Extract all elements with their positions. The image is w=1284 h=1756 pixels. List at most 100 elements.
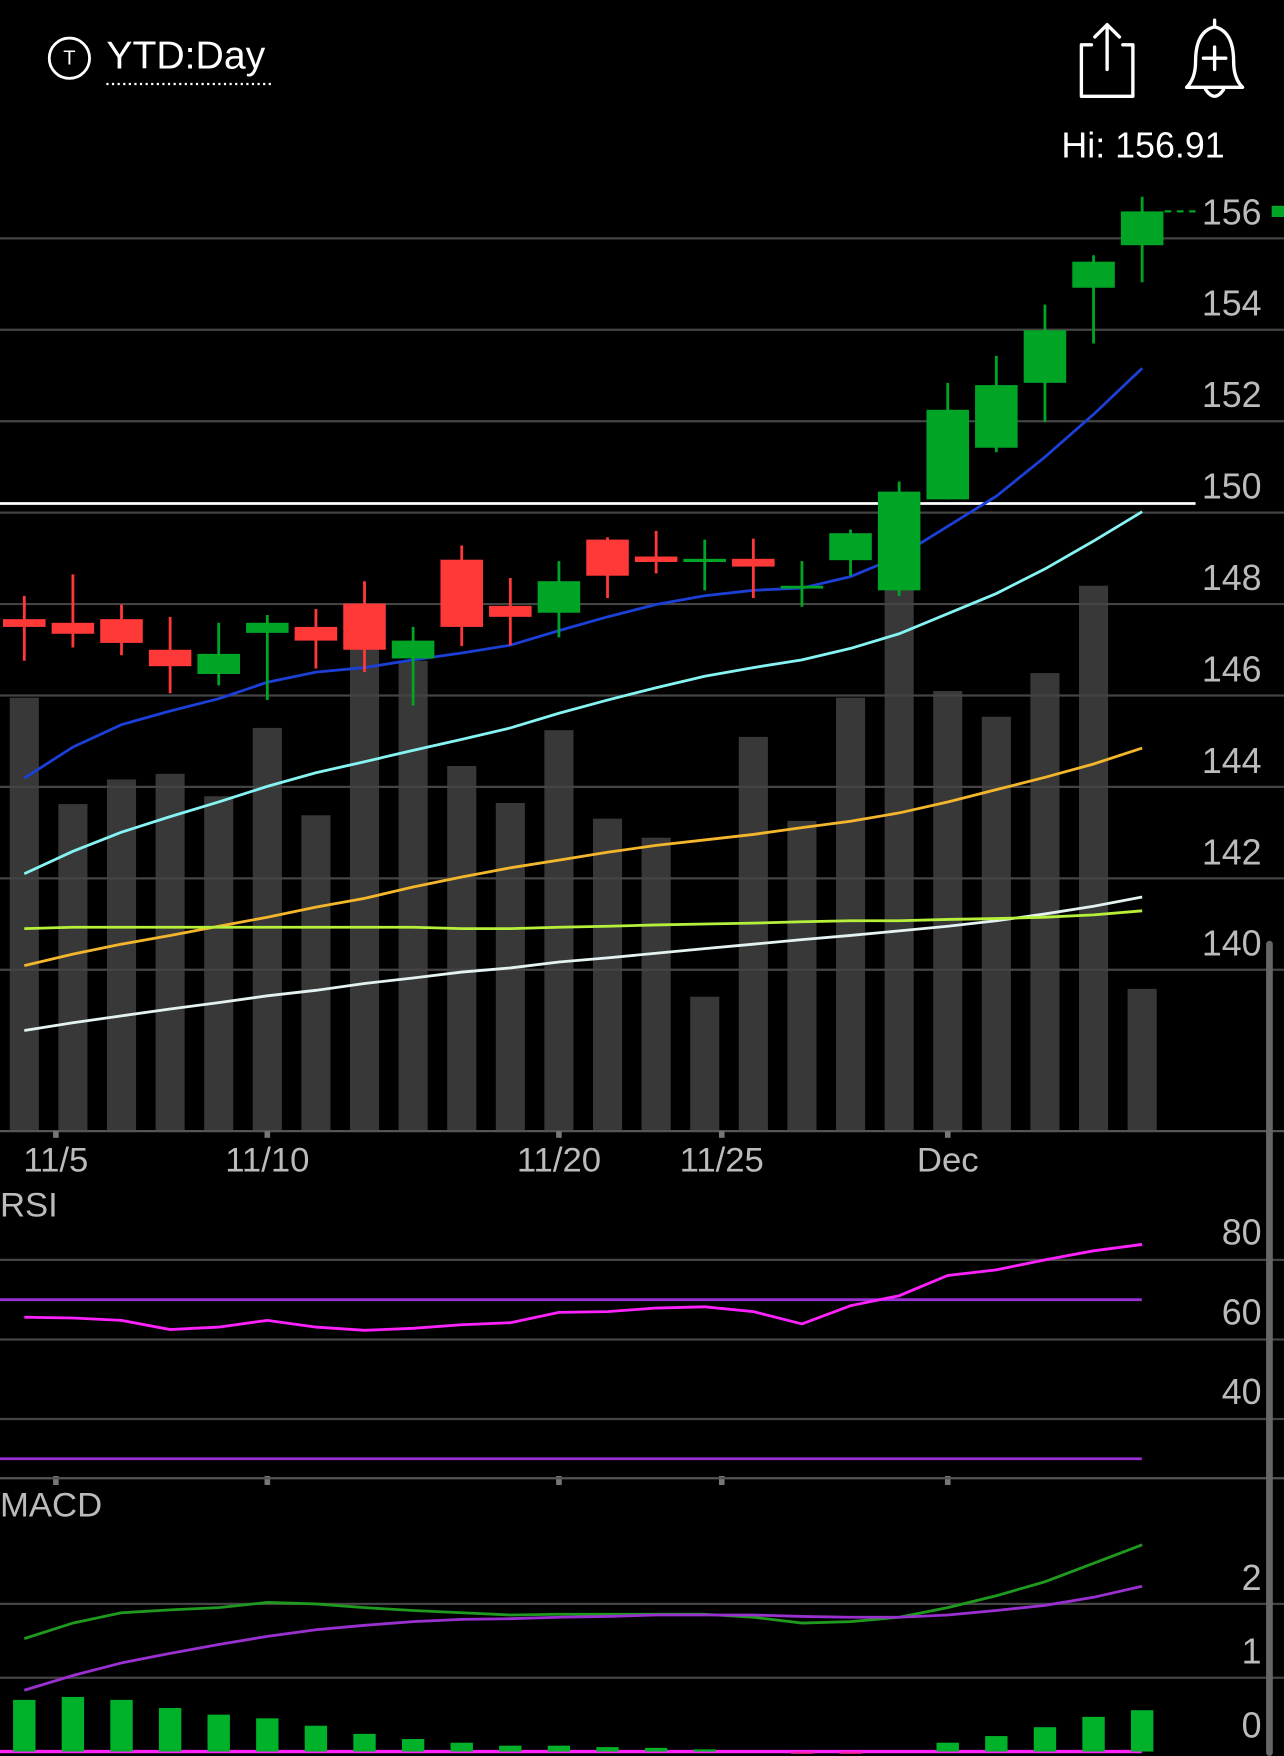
candle-body [732, 558, 775, 567]
candle-body [391, 640, 435, 659]
candle-body [489, 605, 532, 617]
volume-bar [9, 697, 39, 1132]
candle-body [537, 581, 581, 613]
candle-body [51, 622, 95, 634]
x-tick-label: Dec [917, 1142, 979, 1180]
histogram-bar [936, 1742, 959, 1752]
y-tick-label: 140 [1202, 924, 1262, 964]
histogram-bar [596, 1747, 619, 1752]
high-label: Hi: 156.91 [1061, 125, 1224, 165]
candle-body [1072, 261, 1115, 288]
histogram-bar [1082, 1716, 1105, 1752]
volume-bar [349, 649, 380, 1132]
histogram-bar [158, 1708, 182, 1752]
histogram-bar [985, 1736, 1008, 1752]
histogram-bar [304, 1725, 328, 1752]
moving-average [24, 909, 1143, 931]
x-tick-label: 11/20 [517, 1142, 601, 1180]
candle-body [926, 409, 970, 500]
histogram-bar [1130, 1710, 1154, 1752]
y-tick-label: 144 [1202, 741, 1262, 781]
timeframe-button[interactable]: T YTD:Day [47, 35, 275, 86]
volume-bar [106, 779, 137, 1132]
macd-title: MACD [0, 1487, 102, 1525]
y-tick-label: 80 [1222, 1213, 1262, 1253]
x-tick-label: 11/5 [23, 1142, 88, 1180]
y-tick-label: 156 [1202, 192, 1262, 232]
volume-bar [690, 996, 720, 1132]
y-tick-label: 0 [1242, 1706, 1262, 1746]
x-tick-label: 11/25 [680, 1142, 764, 1180]
x-tick-label: 11/10 [225, 1142, 309, 1180]
histogram-bar [693, 1749, 716, 1752]
series-line [24, 1243, 1143, 1332]
y-tick-label: 148 [1202, 558, 1262, 598]
candle-body [780, 585, 824, 589]
timeframe-label[interactable]: YTD:Day [106, 35, 265, 78]
y-tick-label: 146 [1202, 649, 1262, 689]
histogram-bar [110, 1699, 133, 1752]
histogram-bar [790, 1751, 814, 1754]
share-box [1079, 43, 1135, 98]
volume-bar [933, 690, 963, 1132]
volume-bar [252, 727, 282, 1132]
share-button[interactable] [1079, 22, 1135, 98]
volume-bar [641, 837, 671, 1132]
series-line [23, 1584, 1143, 1692]
ticker-icon-letter: T [63, 48, 75, 70]
histogram-bar [839, 1751, 862, 1754]
histogram-bar [450, 1742, 473, 1752]
alert-button[interactable] [1184, 18, 1245, 98]
histogram-bar [207, 1714, 230, 1752]
histogram-bar [1033, 1727, 1057, 1752]
volume-bar [155, 773, 185, 1132]
y-tick-label: 40 [1222, 1372, 1262, 1412]
volume-bar [447, 766, 477, 1132]
candle-body [440, 559, 483, 627]
candle-body [683, 558, 727, 563]
moving-average [23, 510, 1143, 876]
volume-bar [301, 815, 331, 1132]
moving-average [24, 895, 1143, 1032]
moving-average [23, 367, 1144, 780]
volume-bar [592, 818, 623, 1132]
candle-body [586, 539, 629, 576]
candle-body [246, 622, 289, 633]
candle-body [197, 653, 240, 674]
histogram-bar [256, 1718, 279, 1752]
bell-plus [1201, 45, 1228, 72]
y-tick-label: 152 [1202, 375, 1262, 415]
candle-body [148, 649, 192, 667]
volume-bar [1030, 673, 1060, 1132]
y-tick-label: 1 [1242, 1632, 1262, 1672]
share-arrow [1093, 22, 1122, 72]
candle-body [294, 626, 338, 641]
histogram-bar [13, 1699, 36, 1752]
candle-body [1120, 211, 1164, 246]
volume-bar [544, 730, 574, 1132]
volume-bar [835, 697, 866, 1132]
volume-bar [204, 796, 234, 1132]
last-price-tag [1271, 205, 1284, 218]
histogram-bar [353, 1733, 376, 1752]
candle-body [100, 619, 143, 643]
y-tick-label: 2 [1242, 1558, 1262, 1598]
histogram-bar [547, 1745, 571, 1752]
volume-bar [981, 716, 1011, 1132]
scrollbar [1266, 940, 1273, 1756]
candle-body [877, 491, 921, 591]
volume-bar [1127, 988, 1157, 1132]
rsi-title: RSI [0, 1186, 58, 1224]
bell-clapper [1203, 18, 1226, 98]
candle-body [343, 603, 386, 650]
volume-bar [884, 576, 914, 1132]
ticker-icon [47, 36, 91, 80]
candle-body [829, 533, 872, 561]
volume-bar [1079, 585, 1109, 1132]
volume-bar [58, 804, 88, 1132]
histogram-bar [401, 1739, 425, 1752]
y-tick-label: 142 [1202, 832, 1262, 872]
histogram-bar [61, 1696, 85, 1752]
